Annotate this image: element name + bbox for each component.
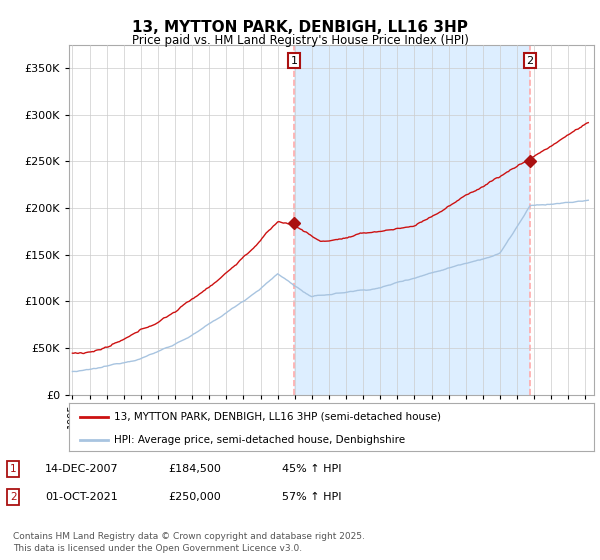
Text: £250,000: £250,000 (168, 492, 221, 502)
Text: 13, MYTTON PARK, DENBIGH, LL16 3HP: 13, MYTTON PARK, DENBIGH, LL16 3HP (132, 20, 468, 35)
Text: 45% ↑ HPI: 45% ↑ HPI (282, 464, 341, 474)
Text: 57% ↑ HPI: 57% ↑ HPI (282, 492, 341, 502)
Text: Contains HM Land Registry data © Crown copyright and database right 2025.
This d: Contains HM Land Registry data © Crown c… (13, 532, 365, 553)
Text: 2: 2 (10, 492, 17, 502)
Text: HPI: Average price, semi-detached house, Denbighshire: HPI: Average price, semi-detached house,… (113, 435, 405, 445)
Text: 14-DEC-2007: 14-DEC-2007 (45, 464, 119, 474)
Text: Price paid vs. HM Land Registry's House Price Index (HPI): Price paid vs. HM Land Registry's House … (131, 34, 469, 46)
Text: 1: 1 (10, 464, 17, 474)
Text: 1: 1 (290, 55, 298, 66)
Text: 01-OCT-2021: 01-OCT-2021 (45, 492, 118, 502)
Text: 13, MYTTON PARK, DENBIGH, LL16 3HP (semi-detached house): 13, MYTTON PARK, DENBIGH, LL16 3HP (semi… (113, 412, 440, 422)
Bar (294, 45, 530, 395)
Text: £184,500: £184,500 (168, 464, 221, 474)
Text: 2: 2 (526, 55, 533, 66)
